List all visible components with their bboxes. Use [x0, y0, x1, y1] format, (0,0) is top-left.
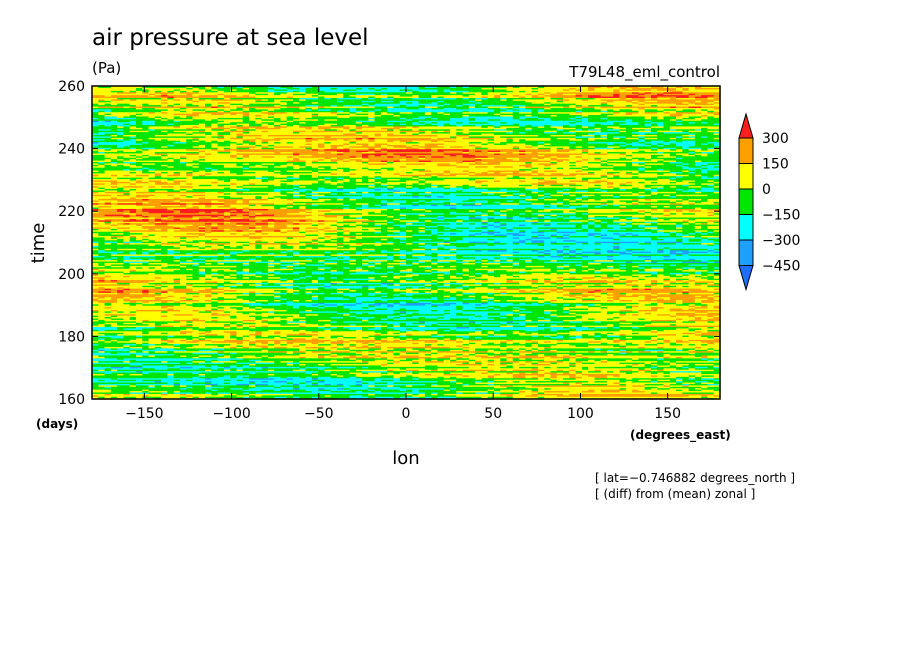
- contour-field: [92, 86, 721, 400]
- run-label: T79L48_eml_control: [568, 63, 720, 82]
- chart-title: air pressure at sea level: [92, 25, 369, 51]
- chart-units: (Pa): [92, 59, 121, 77]
